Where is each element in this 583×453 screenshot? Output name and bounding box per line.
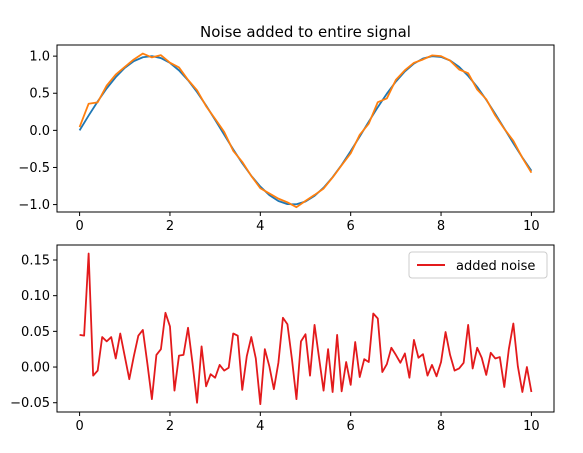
top-chart-axes-frame [56, 44, 555, 213]
top-chart-x-ticks: 0 2 4 6 8 10 [75, 212, 540, 234]
top-y-tick-label: −1.0 [18, 198, 50, 213]
bottom-x-tick-label: 10 [523, 419, 540, 434]
bottom-x-tick-label: 6 [347, 419, 355, 434]
bottom-y-tick-label: 0.00 [21, 361, 50, 376]
bottom-y-tick-label: 0.05 [21, 325, 50, 340]
top-y-tick-label: −0.5 [18, 161, 50, 176]
top-x-tick-label: 0 [75, 219, 83, 234]
bottom-y-tick-label: 0.15 [21, 253, 50, 268]
bottom-chart-series [79, 252, 533, 406]
legend: added noise [408, 251, 548, 279]
top-y-tick-label: 1.0 [29, 50, 50, 65]
top-x-tick-label: 8 [437, 219, 445, 234]
bottom-x-tick-label: 2 [166, 419, 174, 434]
legend-label: added noise [456, 259, 535, 274]
top-chart-title: Noise added to entire signal [200, 23, 411, 41]
bottom-y-tick-label: 0.10 [21, 289, 50, 304]
top-chart: Noise added to entire signal 0 2 4 6 8 10 −1.… [18, 23, 555, 234]
top-x-tick-label: 4 [256, 219, 264, 234]
top-x-tick-label: 10 [523, 219, 540, 234]
top-y-tick-label: 0.5 [29, 87, 50, 102]
legend-box [408, 251, 548, 279]
top-chart-series [78, 52, 533, 209]
bottom-chart-x-ticks: 0 2 4 6 8 10 [75, 412, 540, 434]
top-x-tick-label: 2 [166, 219, 174, 234]
bottom-chart-axes-frame [56, 244, 555, 413]
top-x-tick-label: 6 [347, 219, 355, 234]
top-series-line-1 [78, 52, 533, 209]
bottom-series-line-0 [79, 252, 533, 406]
bottom-y-tick-label: −0.05 [10, 396, 50, 411]
bottom-x-tick-label: 4 [256, 419, 264, 434]
bottom-chart: 0 2 4 6 8 10 −0.05 0.00 0.05 0.10 0.15 added nois… [10, 244, 555, 434]
bottom-chart-y-ticks: −0.05 0.00 0.05 0.10 0.15 [10, 253, 57, 411]
top-y-tick-label: 0.0 [29, 124, 50, 139]
top-chart-y-ticks: −1.0 −0.5 0.0 0.5 1.0 [18, 50, 57, 213]
bottom-x-tick-label: 8 [437, 419, 445, 434]
bottom-x-tick-label: 0 [75, 419, 83, 434]
